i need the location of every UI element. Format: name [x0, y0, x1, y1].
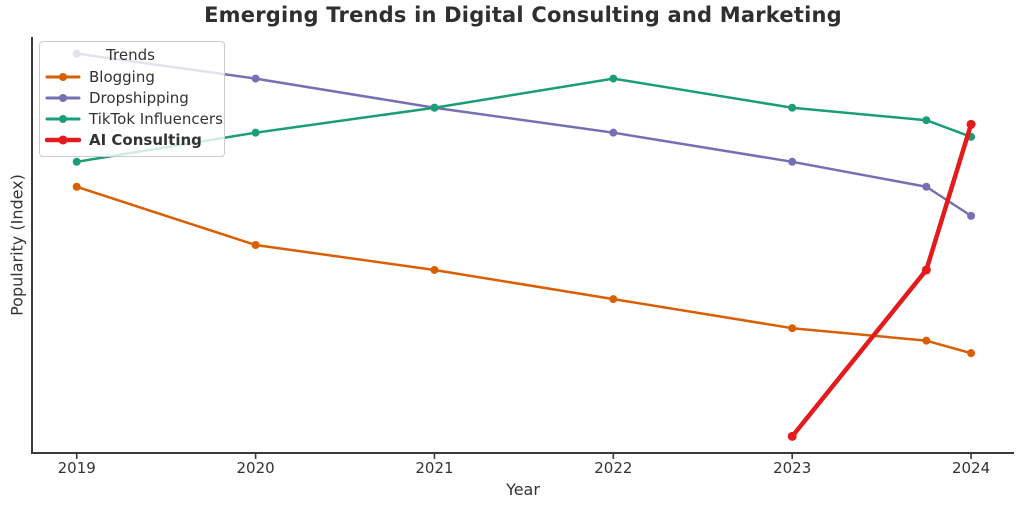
data-point-blogging [72, 182, 81, 191]
series-line-ai-consulting [789, 122, 974, 439]
data-point-ai-consulting [787, 431, 797, 441]
data-point-tiktok-influencers [430, 103, 439, 112]
data-point-ai-consulting [966, 119, 976, 129]
legend-swatch-marker [59, 93, 67, 102]
data-point-tiktok-influencers [251, 128, 260, 137]
data-point-tiktok-influencers [922, 116, 931, 125]
x-tick-label: 2020 [236, 459, 275, 477]
x-tick-label: 2023 [773, 459, 812, 477]
legend-item-label: Blogging [89, 67, 155, 86]
legend-items: Blogging Dropshipping TikTok Influencers AI… [45, 66, 223, 150]
legend-swatch-blogging [45, 72, 81, 81]
x-axis-ticks [75, 454, 972, 459]
legend-title: Trends [106, 46, 155, 64]
legend-swatch-marker [59, 114, 67, 123]
x-tick-label: 2022 [594, 459, 633, 477]
legend: Trends Blogging Dropshipping TikTok Influe… [39, 41, 225, 157]
legend-swatch-dropshipping [45, 93, 81, 102]
data-point-blogging [788, 324, 797, 333]
data-point-blogging [922, 336, 931, 345]
legend-item-label: TikTok Influencers [89, 109, 223, 128]
x-tick-label: 2021 [415, 459, 454, 477]
data-point-ai-consulting [921, 265, 931, 275]
data-point-blogging [430, 265, 439, 274]
data-point-dropshipping [788, 157, 797, 166]
legend-item-ai-consulting: AI Consulting [45, 129, 216, 150]
data-point-blogging [609, 295, 618, 304]
data-point-dropshipping [609, 128, 618, 137]
legend-item-label: AI Consulting [89, 130, 202, 149]
data-point-tiktok-influencers [72, 157, 81, 166]
legend-swatch-tiktok-influencers [45, 114, 81, 123]
legend-item-dropshipping: Dropshipping [45, 87, 216, 108]
data-point-blogging [251, 241, 260, 249]
x-axis-label: Year [506, 480, 540, 499]
legend-swatch-marker [59, 72, 67, 81]
data-point-dropshipping [922, 182, 931, 191]
legend-swatch-marker [58, 135, 68, 144]
data-point-tiktok-influencers [609, 74, 618, 83]
x-tick-label: 2024 [951, 459, 991, 477]
series-line-blogging [75, 185, 973, 355]
legend-swatch-ai-consulting [45, 135, 81, 144]
data-point-dropshipping [967, 211, 976, 220]
data-point-dropshipping [251, 74, 260, 83]
legend-item-blogging: Blogging [45, 66, 216, 87]
legend-item-label: Dropshipping [89, 88, 189, 107]
chart-title: Emerging Trends in Digital Consulting an… [204, 3, 842, 27]
x-tick-label: 2019 [57, 459, 96, 477]
data-point-blogging [967, 349, 976, 358]
data-point-tiktok-influencers [788, 103, 797, 112]
legend-item-tiktok-influencers: TikTok Influencers [45, 108, 223, 129]
y-axis-label: Popularity (Index) [7, 174, 27, 316]
